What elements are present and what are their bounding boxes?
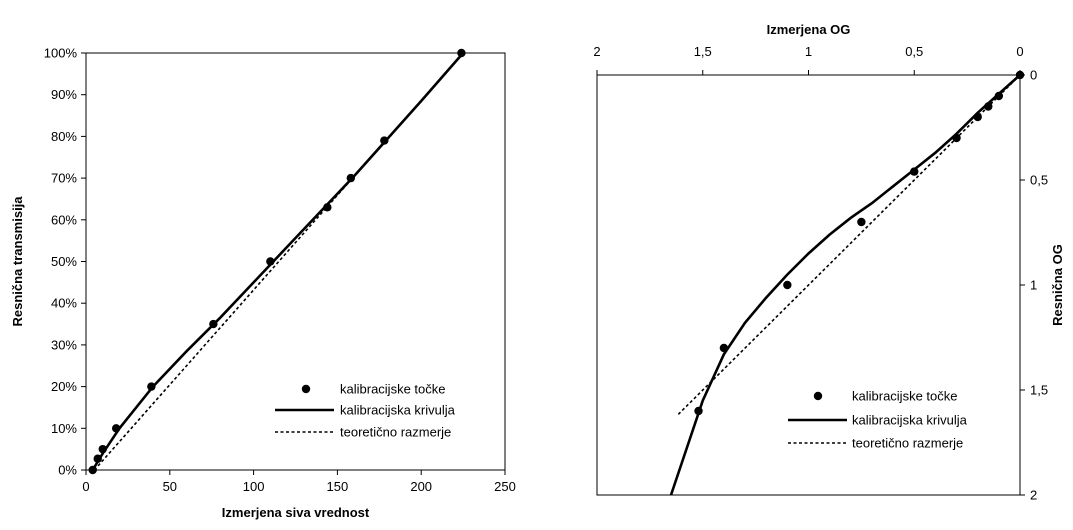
calibration-point	[694, 406, 703, 416]
calibration-point	[457, 48, 466, 58]
y-tick-label: 30%	[51, 337, 77, 352]
legend-label: kalibracijska krivulja	[852, 413, 968, 428]
calibration-point	[93, 454, 102, 463]
x-tick-label: 1,5	[694, 44, 712, 59]
y-tick-label: 1	[1030, 278, 1037, 293]
calibration-point	[719, 343, 729, 353]
y-tick-label: 60%	[51, 212, 77, 227]
calibration-point	[88, 465, 97, 475]
y-axis-title: Resnična transmisija	[10, 196, 25, 327]
y-tick-label: 90%	[51, 87, 77, 102]
calibration-point	[984, 102, 993, 111]
legend-label: teoretično razmerje	[852, 436, 963, 451]
legend-label: teoretično razmerje	[340, 425, 451, 440]
calibration-point	[380, 136, 389, 145]
calibration-point	[952, 133, 961, 143]
x-tick-label: 0	[1016, 44, 1023, 59]
y-tick-label: 20%	[51, 379, 77, 394]
legend-marker-points	[301, 384, 311, 394]
y-tick-label: 0,5	[1030, 173, 1048, 188]
x-tick-label: 50	[163, 479, 177, 494]
x-tick-label: 100	[243, 479, 265, 494]
x-tick-label: 2	[593, 44, 600, 59]
calibration-point	[1015, 70, 1025, 80]
calibration-point	[147, 382, 156, 391]
legend-label: kalibracijske točke	[852, 389, 958, 404]
y-tick-label: 1,5	[1030, 383, 1048, 398]
series-line-theoretical	[676, 74, 1021, 416]
y-tick-label: 40%	[51, 296, 77, 311]
y-tick-label: 50%	[51, 254, 77, 269]
x-tick-label: 0,5	[905, 44, 923, 59]
y-tick-label: 2	[1030, 488, 1037, 503]
x-tick-label: 200	[410, 479, 432, 494]
calibration-point	[857, 217, 866, 227]
calibration-point	[973, 112, 982, 122]
calibration-point	[994, 91, 1004, 101]
series-line-calibration-curve	[669, 74, 1021, 496]
calibration-point	[783, 280, 792, 290]
y-tick-label: 0	[1030, 68, 1037, 83]
calibration-point	[266, 257, 275, 266]
legend-label: kalibracijske točke	[340, 382, 446, 397]
legend-marker-points	[813, 391, 823, 401]
y-axis-title: Resnična OG	[1050, 244, 1065, 326]
legend-label: kalibracijska krivulja	[340, 403, 456, 418]
x-tick-label: 150	[327, 479, 349, 494]
y-tick-label: 80%	[51, 129, 77, 144]
calibration-chart-transmission: 0 50 100 150 200 250 0% 10% 20% 30% 40% 50% 60% 70% 80…	[10, 46, 516, 521]
calibration-point	[209, 319, 218, 329]
y-tick-label: 100%	[44, 46, 78, 61]
x-tick-label: 0	[82, 479, 89, 494]
x-tick-label: 250	[494, 479, 516, 494]
calibration-point	[910, 167, 919, 176]
x-tick-label: 1	[805, 44, 812, 59]
x-axis-title: Izmerjena OG	[767, 22, 851, 37]
calibration-point	[323, 203, 332, 212]
y-tick-label: 10%	[51, 421, 77, 436]
calibration-point	[111, 424, 121, 433]
y-tick-label: 0%	[58, 463, 77, 478]
y-tick-label: 70%	[51, 171, 77, 186]
calibration-chart-optical-density: 2 1,5 1 0,5 00 0,5 1 1,5 2 Izmerjena OG Resnična O…	[593, 22, 1065, 503]
calibration-point	[346, 173, 356, 183]
x-axis-title: Izmerjena siva vrednost	[222, 505, 370, 520]
calibration-point	[98, 444, 107, 454]
